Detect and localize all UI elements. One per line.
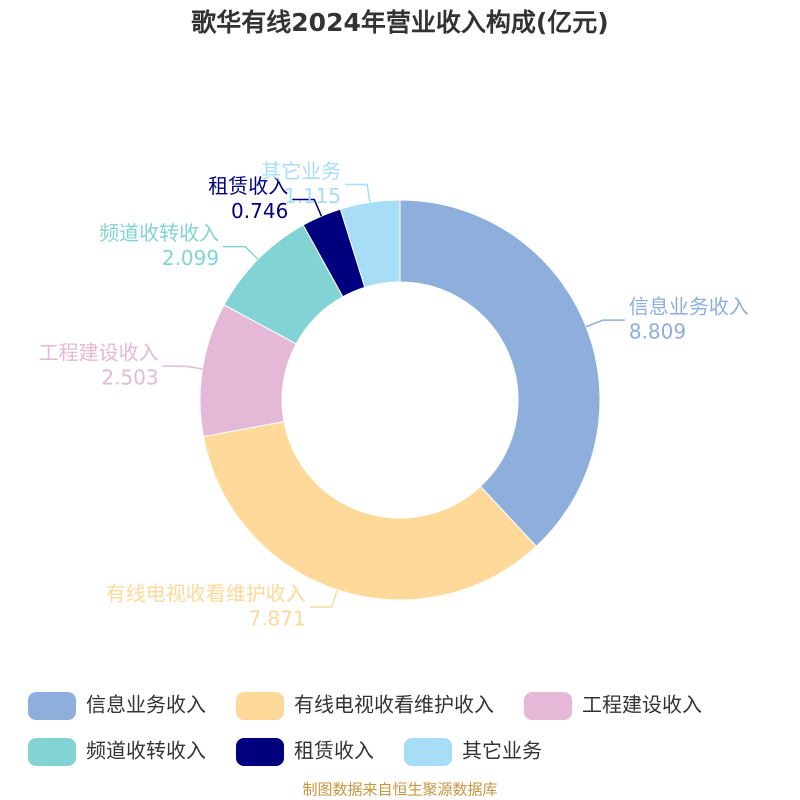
slice-label: 频道收转收入 [99, 221, 219, 245]
legend-swatch [404, 738, 452, 766]
legend-label: 有线电视收看维护收入 [294, 693, 494, 717]
legend-label: 频道收转收入 [86, 739, 206, 763]
legend-swatch [28, 692, 76, 720]
slice-value: 2.503 [101, 366, 158, 390]
legend-label: 租赁收入 [294, 739, 374, 763]
legend-swatch [28, 738, 76, 766]
leader-line [309, 589, 339, 608]
leader-line [292, 198, 323, 217]
legend-swatch [236, 738, 284, 766]
leader-line [585, 319, 625, 328]
leader-line [345, 183, 371, 203]
slice-label: 有线电视收看维护收入 [106, 582, 306, 606]
slice-value: 1.115 [284, 184, 341, 208]
slice-value: 8.809 [629, 320, 686, 344]
leader-line [162, 365, 203, 370]
legend-label: 信息业务收入 [86, 693, 206, 717]
slice-value: 7.871 [248, 607, 305, 631]
slice-value: 0.746 [231, 199, 288, 223]
legend-label: 其它业务 [462, 739, 542, 763]
chart-title: 歌华有线2024年营业收入构成(亿元) [191, 8, 608, 37]
source-note: 制图数据来自恒生聚源数据库 [302, 781, 497, 799]
donut-slice [399, 199, 601, 548]
slice-label: 信息业务收入 [629, 295, 749, 319]
donut-slice [339, 199, 401, 288]
donut-slice [202, 420, 538, 601]
slice-label: 其它业务 [261, 159, 341, 183]
legend-label: 工程建设收入 [582, 693, 702, 717]
legend-swatch [236, 692, 284, 720]
slice-label: 工程建设收入 [39, 341, 159, 365]
slice-label: 租赁收入 [208, 174, 288, 198]
slice-value: 2.099 [162, 246, 219, 270]
legend-swatch [524, 692, 572, 720]
leader-line [223, 245, 259, 260]
